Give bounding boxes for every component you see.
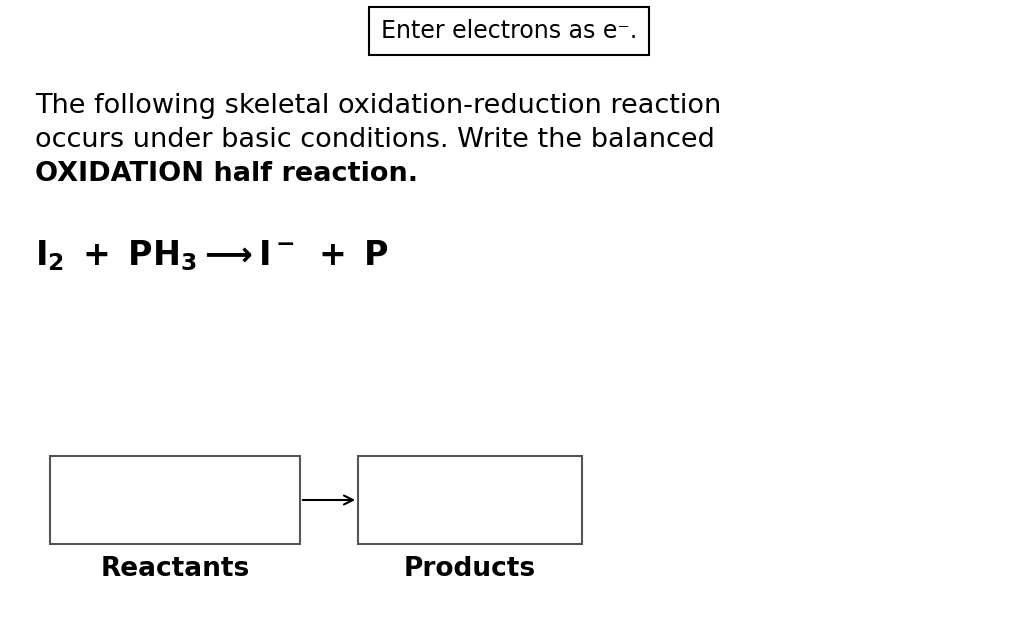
Text: The following skeletal oxidation-reduction reaction: The following skeletal oxidation-reducti… xyxy=(35,93,721,119)
Text: occurs under basic conditions. Write the balanced: occurs under basic conditions. Write the… xyxy=(35,127,715,153)
Text: Enter electrons as e⁻.: Enter electrons as e⁻. xyxy=(381,19,637,43)
Bar xyxy=(358,456,582,544)
Text: $\mathbf{I_2}$$\mathbf{\ +\ PH_3 \longrightarrow I^-\ +\ P}$: $\mathbf{I_2}$$\mathbf{\ +\ PH_3 \longri… xyxy=(35,239,389,274)
Text: Products: Products xyxy=(404,556,536,582)
Bar xyxy=(50,456,300,544)
Text: Reactants: Reactants xyxy=(101,556,249,582)
Text: OXIDATION half reaction.: OXIDATION half reaction. xyxy=(35,161,418,187)
